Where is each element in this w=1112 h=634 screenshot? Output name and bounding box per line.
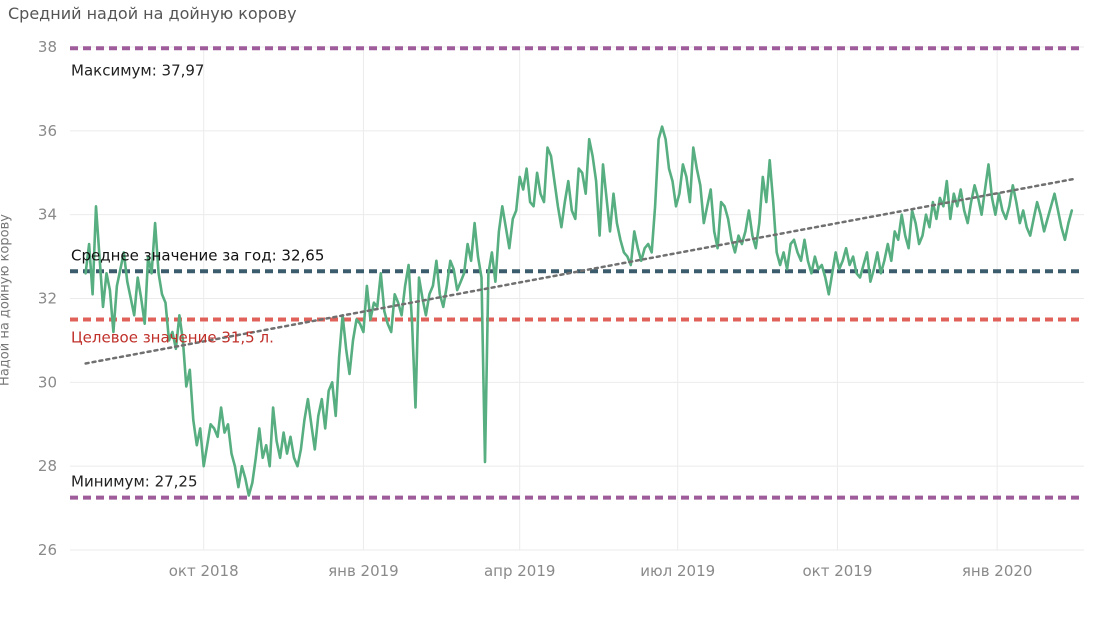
x-tick-label: июл 2019 <box>640 562 715 580</box>
y-tick-label: 30 <box>38 373 57 391</box>
y-axis-ticks: 26 28 30 32 34 36 38 <box>38 38 57 559</box>
trend-line <box>84 177 1075 365</box>
reference-label: Максимум: 37,97 <box>71 61 204 79</box>
reference-label: Минимум: 27,25 <box>71 473 198 491</box>
x-tick-label: янв 2020 <box>962 562 1033 580</box>
x-axis-ticks: окт 2018 янв 2019 апр 2019 июл 2019 окт 2019… <box>169 562 1033 580</box>
chart-title: Средний надой на дойную корову <box>8 4 297 23</box>
y-tick-label: 32 <box>38 290 57 308</box>
reference-label: Среднее значение за год: 32,65 <box>71 246 324 264</box>
reference-labels: Максимум: 37,97 Среднее значение за год: … <box>71 61 324 490</box>
x-tick-label: апр 2019 <box>484 562 555 580</box>
series-line <box>84 125 1074 497</box>
x-tick-label: окт 2019 <box>802 562 872 580</box>
y-tick-label: 34 <box>38 206 57 224</box>
y-tick-label: 36 <box>38 122 57 140</box>
series-layer <box>84 125 1074 497</box>
x-tick-label: янв 2019 <box>328 562 399 580</box>
reference-label: Целевое значение 31,5 л. <box>71 328 274 346</box>
y-tick-label: 26 <box>38 541 57 559</box>
gridlines <box>70 46 1084 551</box>
y-tick-label: 28 <box>38 457 57 475</box>
x-tick-label: окт 2018 <box>169 562 239 580</box>
trend-layer <box>84 177 1075 365</box>
y-tick-label: 38 <box>38 38 57 56</box>
